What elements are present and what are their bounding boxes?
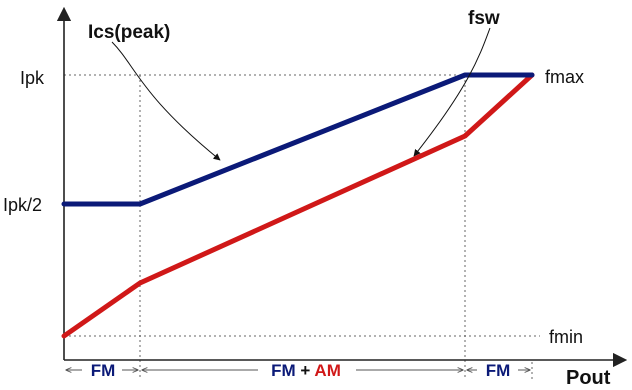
ipk-half-label: Ipk/2 xyxy=(3,195,42,215)
ics-peak-label: Ics(peak) xyxy=(88,22,170,43)
fmax-label: fmax xyxy=(545,67,584,87)
ipk-label: Ipk xyxy=(20,68,45,88)
region-middle-plus: + xyxy=(296,361,315,380)
fmin-label: fmin xyxy=(549,327,583,347)
region-right-label: FM xyxy=(486,361,511,380)
region-left-label: FM xyxy=(91,361,116,380)
guide-lines xyxy=(64,75,540,380)
region-middle-fm: FM xyxy=(271,361,296,380)
region-middle-label: FM + AM xyxy=(271,361,341,380)
region-right-fm: FM xyxy=(486,361,511,380)
ics-peak-pointer xyxy=(112,42,220,160)
fsw-label: fsw xyxy=(468,8,500,29)
region-left-fm: FM xyxy=(91,361,116,380)
region-middle-am: AM xyxy=(314,361,340,380)
pout-axis-label: Pout xyxy=(566,367,611,389)
